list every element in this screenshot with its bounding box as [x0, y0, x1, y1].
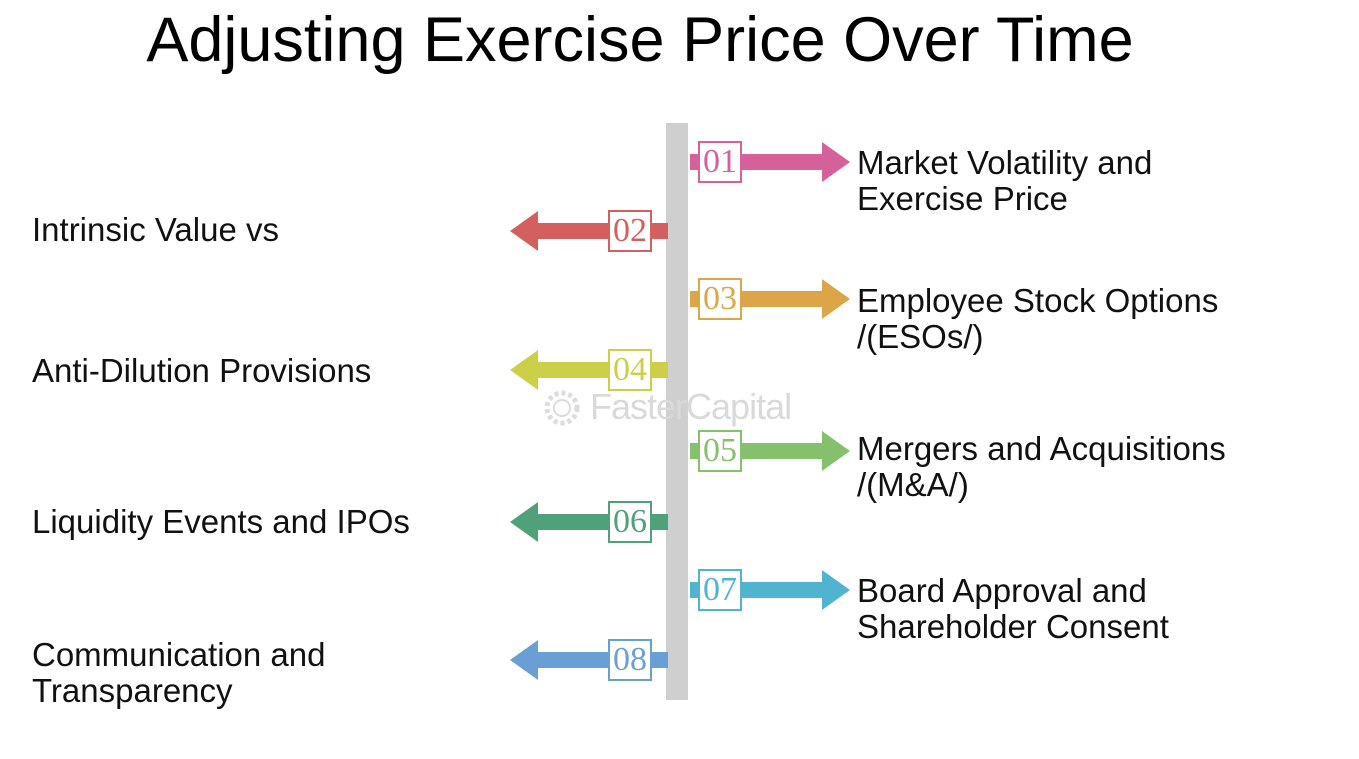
step-label-line: /(M&A/): [857, 466, 969, 503]
arrow-03: [690, 279, 850, 319]
step-label-line: Exercise Price: [857, 180, 1068, 217]
arrow-02: [510, 211, 668, 251]
step-label-02: Intrinsic Value vs: [32, 212, 279, 248]
arrow-06: [510, 502, 668, 542]
step-badge-04: 04: [608, 349, 652, 391]
step-label-line: Anti-Dilution Provisions: [32, 352, 372, 389]
step-label-03: Employee Stock Options/(ESOs/): [857, 283, 1218, 355]
timeline-spine: [666, 123, 688, 700]
step-label-line: /(ESOs/): [857, 318, 984, 355]
step-badge-02: 02: [608, 210, 652, 252]
arrow-08: [510, 640, 668, 680]
gear-icon: [544, 390, 580, 426]
step-label-line: Market Volatility and: [857, 144, 1153, 181]
arrow-07: [690, 570, 850, 610]
step-label-04: Anti-Dilution Provisions: [32, 353, 371, 389]
step-badge-07: 07: [698, 569, 742, 611]
watermark: FasterCapital: [540, 384, 840, 432]
arrow-01: [690, 142, 850, 182]
arrow-04: [510, 350, 668, 390]
diagram-title: Adjusting Exercise Price Over Time: [146, 5, 1134, 75]
step-label-05: Mergers and Acquisitions/(M&A/): [857, 431, 1226, 503]
step-badge-01: 01: [698, 141, 742, 183]
step-label-line: Mergers and Acquisitions: [857, 430, 1226, 467]
step-label-line: Board Approval and: [857, 572, 1147, 609]
step-label-01: Market Volatility and Exercise Price: [857, 145, 1152, 217]
step-label-line: Employee Stock Options: [857, 282, 1219, 319]
arrow-05: [690, 431, 850, 471]
watermark-text: FasterCapital: [590, 386, 792, 427]
step-label-line: Liquidity Events and IPOs: [32, 503, 410, 540]
step-label-06: Liquidity Events and IPOs: [32, 504, 410, 540]
step-label-line: Communication and: [32, 636, 326, 673]
step-label-line: Intrinsic Value vs: [32, 211, 279, 248]
step-label-07: Board Approval and Shareholder Consent: [857, 573, 1169, 645]
step-label-line: Shareholder Consent: [857, 608, 1169, 645]
step-badge-05: 05: [698, 430, 742, 472]
step-badge-03: 03: [698, 278, 742, 320]
step-badge-06: 06: [608, 501, 652, 543]
step-label-08: Communication and Transparency: [32, 637, 326, 709]
step-badge-08: 08: [608, 639, 652, 681]
step-label-line: Transparency: [32, 672, 233, 709]
